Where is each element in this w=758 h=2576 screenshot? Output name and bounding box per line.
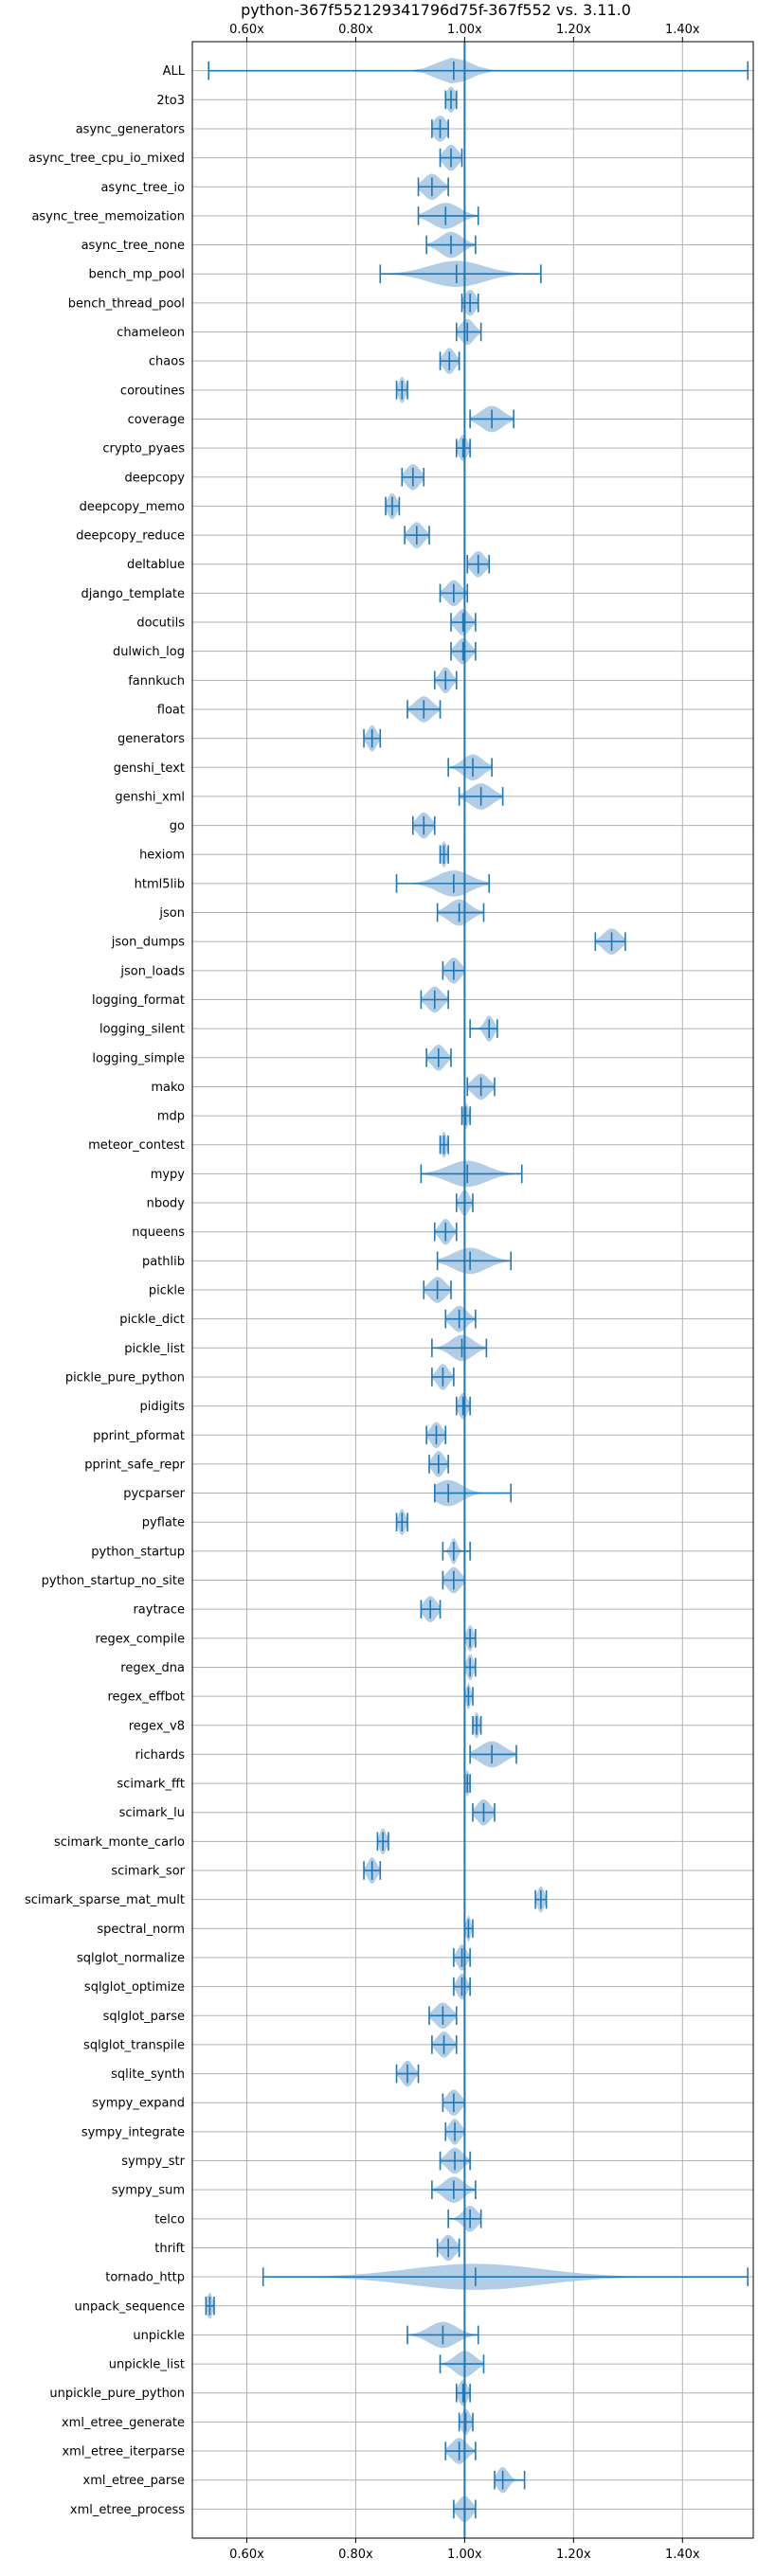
category-label: thrift (154, 2242, 185, 2256)
category-label: pprint_safe_repr (84, 1458, 185, 1472)
category-label: genshi_text (114, 761, 185, 776)
category-label: django_template (81, 587, 185, 601)
top-tick-label: 1.00x (447, 23, 482, 37)
category-label: dulwich_log (113, 645, 185, 659)
category-label: scimark_lu (119, 1806, 185, 1820)
category-label: hexiom (139, 849, 185, 863)
category-label: pickle_list (124, 1342, 185, 1356)
category-label: logging_silent (99, 1023, 185, 1037)
category-label: pickle_dict (119, 1313, 185, 1327)
category-label: pickle (149, 1284, 185, 1298)
category-label: mypy (151, 1168, 186, 1182)
category-label: async_tree_none (81, 239, 185, 253)
category-label: xml_etree_generate (62, 2416, 185, 2430)
category-label: python_startup (91, 1545, 185, 1559)
category-label: coroutines (120, 384, 185, 398)
bottom-tick-label: 1.00x (447, 2548, 482, 2562)
category-label: ALL (163, 64, 186, 79)
category-label: json (158, 906, 185, 921)
category-label: python_startup_no_site (42, 1574, 185, 1588)
category-label: mdp (157, 1110, 185, 1124)
category-label: deltablue (127, 558, 185, 572)
category-label: sqlglot_transpile (83, 2038, 185, 2052)
category-label: genshi_xml (115, 790, 185, 804)
category-label: raytrace (133, 1603, 185, 1618)
category-label: telco (154, 2212, 185, 2227)
category-label: logging_simple (92, 1051, 185, 1065)
category-label: pycparser (123, 1487, 185, 1501)
category-label: richards (135, 1748, 186, 1762)
category-label: async_tree_cpu_io_mixed (28, 152, 185, 166)
category-label: sqlglot_normalize (77, 1951, 185, 1965)
category-label: 2to3 (156, 94, 185, 108)
category-label: sympy_str (121, 2155, 185, 2169)
bottom-tick-label: 0.60x (229, 2548, 264, 2562)
category-label: sqlite_synth (111, 2067, 185, 2082)
category-label: nbody (147, 1197, 186, 1211)
category-label: pickle_pure_python (65, 1370, 185, 1385)
chart-title: python-367f552129341796d75f-367f552 vs. … (241, 1, 631, 19)
category-label: generators (117, 732, 185, 746)
category-label: html5lib (135, 877, 185, 891)
category-label: unpickle (133, 2329, 185, 2343)
top-tick-label: 0.80x (338, 23, 373, 37)
category-label: regex_v8 (129, 1719, 185, 1733)
category-label: unpack_sequence (74, 2299, 185, 2314)
category-label: coverage (128, 413, 185, 427)
category-label: json_loads (119, 964, 185, 978)
category-label: regex_compile (95, 1632, 185, 1646)
category-label: sympy_integrate (81, 2125, 185, 2139)
category-label: json_dumps (111, 936, 185, 950)
category-label: chaos (149, 355, 185, 369)
category-label: meteor_contest (88, 1138, 185, 1153)
category-label: pprint_pformat (93, 1429, 185, 1443)
category-label: crypto_pyaes (102, 442, 185, 456)
top-tick-label: 0.60x (229, 23, 264, 37)
category-label: regex_effbot (107, 1690, 185, 1705)
category-label: sympy_expand (92, 2097, 185, 2111)
category-label: unpickle_list (109, 2358, 185, 2372)
category-label: nqueens (132, 1225, 185, 1240)
top-tick-label: 1.20x (556, 23, 591, 37)
category-label: xml_etree_iterparse (62, 2445, 185, 2460)
category-label: scimark_monte_carlo (54, 1835, 185, 1850)
category-label: pidigits (140, 1400, 186, 1414)
plot-area: ALL 2to3 async_generators async_tree_cpu_io… (25, 23, 754, 2562)
category-label: async_tree_memoization (31, 209, 185, 224)
category-label: scimark_sor (111, 1865, 185, 1879)
bottom-tick-label: 1.40x (665, 2548, 700, 2562)
category-label: xml_etree_parse (83, 2474, 185, 2488)
category-label: float (157, 703, 185, 717)
category-label: go (170, 819, 185, 833)
category-label: mako (151, 1081, 185, 1095)
category-label: async_tree_io (100, 181, 185, 195)
category-label: deepcopy_reduce (76, 529, 185, 544)
top-tick-label: 1.40x (665, 23, 700, 37)
category-label: sqlglot_parse (103, 2010, 185, 2024)
category-label: pathlib (142, 1255, 185, 1269)
category-label: fannkuch (128, 674, 185, 689)
category-label: tornado_http (105, 2271, 185, 2285)
category-label: xml_etree_process (70, 2503, 185, 2517)
axes-frame (191, 41, 754, 2539)
category-label: scimark_fft (117, 1778, 185, 1792)
category-label: spectral_norm (97, 1923, 185, 1937)
category-label: async_generators (76, 122, 186, 136)
category-label: regex_dna (120, 1661, 185, 1675)
category-label: bench_mp_pool (88, 268, 185, 282)
category-label: sympy_sum (112, 2184, 185, 2198)
bottom-tick-label: 1.20x (556, 2548, 591, 2562)
category-label: sqlglot_optimize (84, 1980, 185, 1995)
category-label: scimark_sparse_mat_mult (25, 1893, 185, 1907)
category-label: chameleon (117, 326, 185, 340)
category-label: deepcopy (124, 471, 185, 485)
category-label: deepcopy_memo (80, 500, 185, 514)
category-label: docutils (136, 617, 185, 631)
category-label: logging_format (92, 993, 185, 1008)
bottom-tick-label: 0.80x (338, 2548, 373, 2562)
category-label: pyflate (142, 1516, 185, 1530)
category-label: unpickle_pure_python (49, 2387, 185, 2401)
category-label: bench_thread_pool (68, 296, 185, 311)
